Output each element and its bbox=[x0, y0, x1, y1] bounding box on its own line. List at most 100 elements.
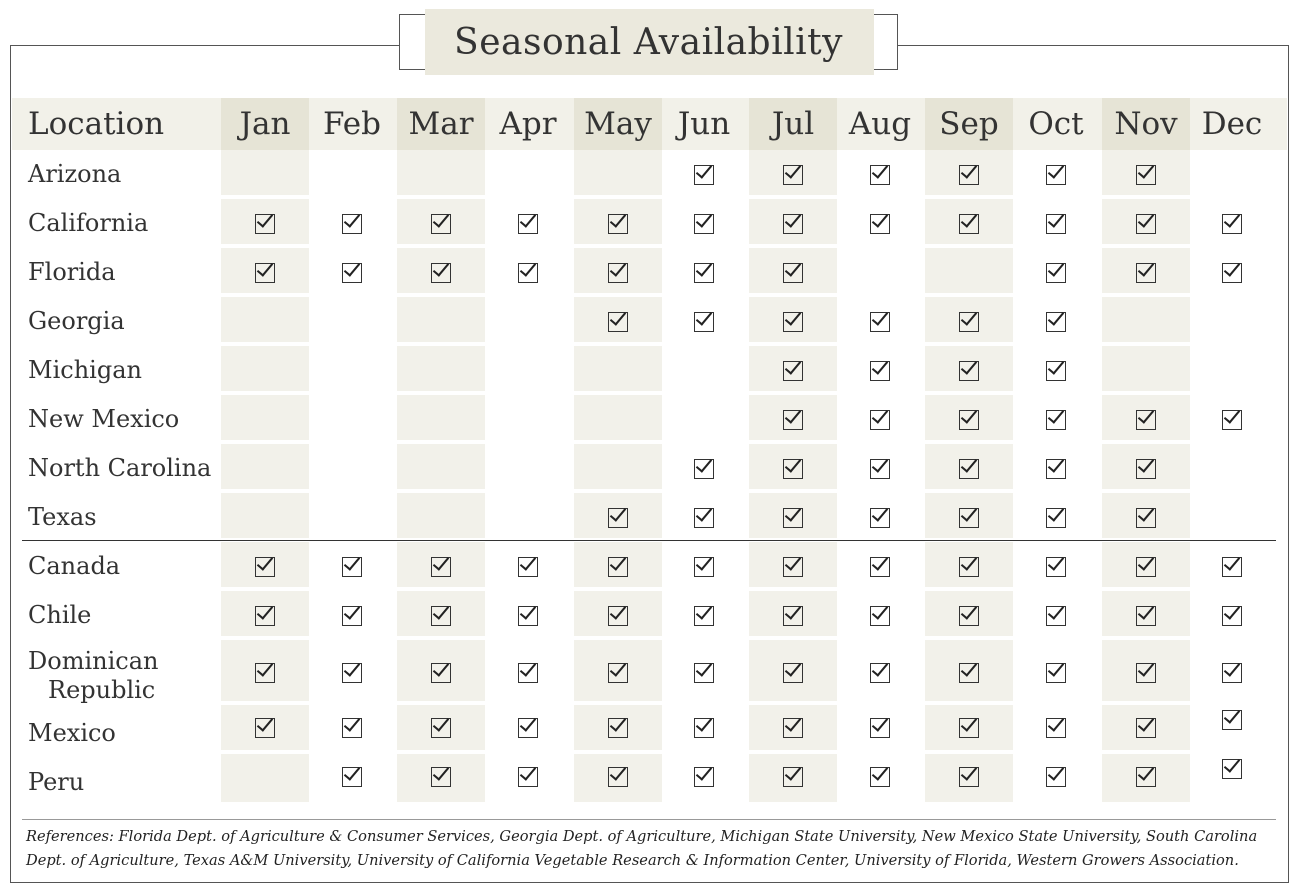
checkbox-checked-icon bbox=[1046, 164, 1066, 185]
checkbox-checked-icon bbox=[870, 409, 890, 430]
checkbox-checked-icon bbox=[870, 662, 890, 683]
checkbox-checked-icon bbox=[518, 262, 538, 283]
row-label: Mexico bbox=[28, 719, 116, 747]
row-separator bbox=[12, 293, 1287, 297]
checkbox-checked-icon bbox=[1046, 360, 1066, 381]
column-header-month: Oct bbox=[1028, 106, 1084, 142]
checkbox-checked-icon bbox=[959, 213, 979, 234]
column-header-month: Sep bbox=[939, 106, 999, 142]
checkbox-checked-icon bbox=[783, 262, 803, 283]
checkbox-checked-icon bbox=[1046, 458, 1066, 479]
row-label: North Carolina bbox=[28, 454, 212, 482]
checkbox-checked-icon bbox=[342, 213, 362, 234]
checkbox-checked-icon bbox=[959, 458, 979, 479]
checkbox-checked-icon bbox=[608, 262, 628, 283]
checkbox-checked-icon bbox=[608, 605, 628, 626]
checkbox-checked-icon bbox=[342, 262, 362, 283]
shaded-column-header bbox=[925, 98, 1013, 150]
column-header-month: Jun bbox=[677, 106, 731, 142]
checkbox-checked-icon bbox=[783, 662, 803, 683]
shaded-column bbox=[397, 98, 485, 802]
checkbox-checked-icon bbox=[431, 662, 451, 683]
checkbox-checked-icon bbox=[1222, 262, 1242, 283]
checkbox-checked-icon bbox=[694, 507, 714, 528]
row-label: Georgia bbox=[28, 307, 125, 335]
checkbox-checked-icon bbox=[1136, 556, 1156, 577]
checkbox-checked-icon bbox=[783, 213, 803, 234]
checkbox-checked-icon bbox=[1136, 213, 1156, 234]
checkbox-checked-icon bbox=[694, 556, 714, 577]
row-label: New Mexico bbox=[28, 405, 180, 433]
checkbox-checked-icon bbox=[1136, 458, 1156, 479]
checkbox-checked-icon bbox=[694, 213, 714, 234]
checkbox-checked-icon bbox=[518, 717, 538, 738]
column-header-month: Mar bbox=[408, 106, 474, 142]
checkbox-checked-icon bbox=[870, 213, 890, 234]
checkbox-checked-icon bbox=[870, 360, 890, 381]
row-label: Peru bbox=[28, 768, 85, 796]
checkbox-checked-icon bbox=[518, 213, 538, 234]
checkbox-checked-icon bbox=[1222, 213, 1242, 234]
checkbox-checked-icon bbox=[959, 507, 979, 528]
checkbox-checked-icon bbox=[431, 605, 451, 626]
checkbox-checked-icon bbox=[608, 717, 628, 738]
checkbox-checked-icon bbox=[783, 605, 803, 626]
checkbox-checked-icon bbox=[608, 213, 628, 234]
checkbox-checked-icon bbox=[255, 605, 275, 626]
checkbox-checked-icon bbox=[255, 213, 275, 234]
checkbox-checked-icon bbox=[783, 717, 803, 738]
checkbox-checked-icon bbox=[959, 605, 979, 626]
checkbox-checked-icon bbox=[694, 717, 714, 738]
checkbox-checked-icon bbox=[1136, 507, 1156, 528]
title-box: Seasonal Availability bbox=[399, 9, 898, 75]
checkbox-checked-icon bbox=[783, 360, 803, 381]
checkbox-checked-icon bbox=[1222, 758, 1242, 779]
checkbox-checked-icon bbox=[1046, 409, 1066, 430]
row-label: Arizona bbox=[28, 160, 122, 188]
checkbox-checked-icon bbox=[342, 766, 362, 787]
row-separator bbox=[12, 440, 1287, 444]
checkbox-checked-icon bbox=[431, 766, 451, 787]
checkbox-checked-icon bbox=[1136, 766, 1156, 787]
checkbox-checked-icon bbox=[1046, 662, 1066, 683]
row-label: Texas bbox=[28, 503, 97, 531]
shaded-column-header bbox=[574, 98, 662, 150]
checkbox-checked-icon bbox=[1136, 605, 1156, 626]
checkbox-checked-icon bbox=[783, 458, 803, 479]
checkbox-checked-icon bbox=[1222, 662, 1242, 683]
shaded-column bbox=[749, 98, 837, 802]
column-header-month: May bbox=[584, 106, 652, 142]
checkbox-checked-icon bbox=[959, 164, 979, 185]
checkbox-checked-icon bbox=[342, 717, 362, 738]
row-separator bbox=[12, 636, 1287, 640]
checkbox-checked-icon bbox=[694, 662, 714, 683]
checkbox-checked-icon bbox=[870, 164, 890, 185]
checkbox-checked-icon bbox=[959, 717, 979, 738]
checkbox-checked-icon bbox=[783, 311, 803, 332]
column-header-month: Jul bbox=[771, 106, 815, 142]
checkbox-checked-icon bbox=[783, 556, 803, 577]
column-header-month: Dec bbox=[1201, 106, 1263, 142]
checkbox-checked-icon bbox=[959, 662, 979, 683]
checkbox-checked-icon bbox=[518, 556, 538, 577]
checkbox-checked-icon bbox=[959, 311, 979, 332]
checkbox-checked-icon bbox=[518, 605, 538, 626]
references-text: References: Florida Dept. of Agriculture… bbox=[26, 828, 1258, 869]
row-label: Canada bbox=[28, 552, 121, 580]
row-label: Dominican bbox=[28, 647, 159, 675]
shaded-column-header bbox=[1102, 98, 1190, 150]
checkbox-checked-icon bbox=[959, 766, 979, 787]
checkbox-checked-icon bbox=[342, 556, 362, 577]
shaded-column bbox=[925, 98, 1013, 802]
checkbox-checked-icon bbox=[342, 662, 362, 683]
column-header-month: Nov bbox=[1114, 106, 1178, 142]
checkbox-checked-icon bbox=[1046, 605, 1066, 626]
checkbox-checked-icon bbox=[1222, 605, 1242, 626]
checkbox-checked-icon bbox=[783, 164, 803, 185]
checkbox-checked-icon bbox=[1046, 556, 1066, 577]
checkbox-checked-icon bbox=[959, 556, 979, 577]
title-background bbox=[425, 9, 874, 75]
checkbox-checked-icon bbox=[1136, 409, 1156, 430]
checkbox-checked-icon bbox=[694, 458, 714, 479]
column-header-location: Location bbox=[28, 106, 165, 142]
